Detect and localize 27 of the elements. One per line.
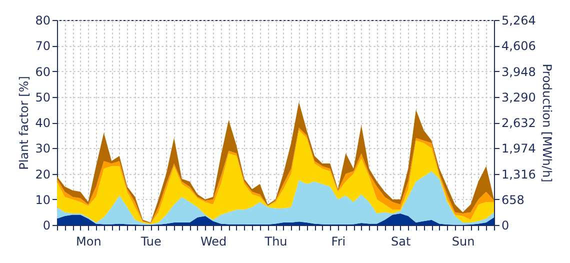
y-tick-label: 50 bbox=[35, 90, 50, 104]
y2-tick-label: 1,974 bbox=[502, 142, 536, 156]
y2-tick-label: 2,632 bbox=[502, 116, 536, 130]
y-tick-label: 30 bbox=[35, 142, 50, 156]
y-tick-label: 60 bbox=[35, 64, 50, 79]
x-tick-label: Thu bbox=[264, 234, 288, 248]
y-tick-label: 0 bbox=[42, 218, 50, 232]
x-tick-label: Tue bbox=[140, 234, 162, 248]
x-tick-label: Wed bbox=[200, 234, 227, 248]
y-tick-label: 20 bbox=[35, 167, 50, 182]
y2-tick-label: 5,264 bbox=[502, 14, 536, 28]
x-tick-label: Mon bbox=[76, 234, 102, 248]
y2-tick-label: 658 bbox=[502, 192, 524, 207]
x-tick-label: Sun bbox=[452, 234, 475, 248]
y-tick-label: 80 bbox=[35, 14, 50, 28]
x-tick-label: Fri bbox=[331, 234, 346, 248]
y2-tick-label: 3,948 bbox=[502, 64, 536, 79]
y2-tick-label: 0 bbox=[502, 218, 510, 232]
y-axis-title: Plant factor [%] bbox=[17, 76, 32, 170]
x-tick-label: Sat bbox=[391, 234, 411, 248]
y-tick-label: 10 bbox=[35, 192, 50, 207]
y2-tick-label: 1,316 bbox=[502, 167, 536, 182]
y-tick-label: 40 bbox=[35, 116, 50, 130]
y-tick-label: 70 bbox=[35, 39, 50, 54]
y2-tick-label: 3,290 bbox=[502, 90, 536, 104]
y2-tick-label: 4,606 bbox=[502, 39, 536, 54]
y2-axis-title: Production [MWh/h] bbox=[540, 64, 554, 182]
